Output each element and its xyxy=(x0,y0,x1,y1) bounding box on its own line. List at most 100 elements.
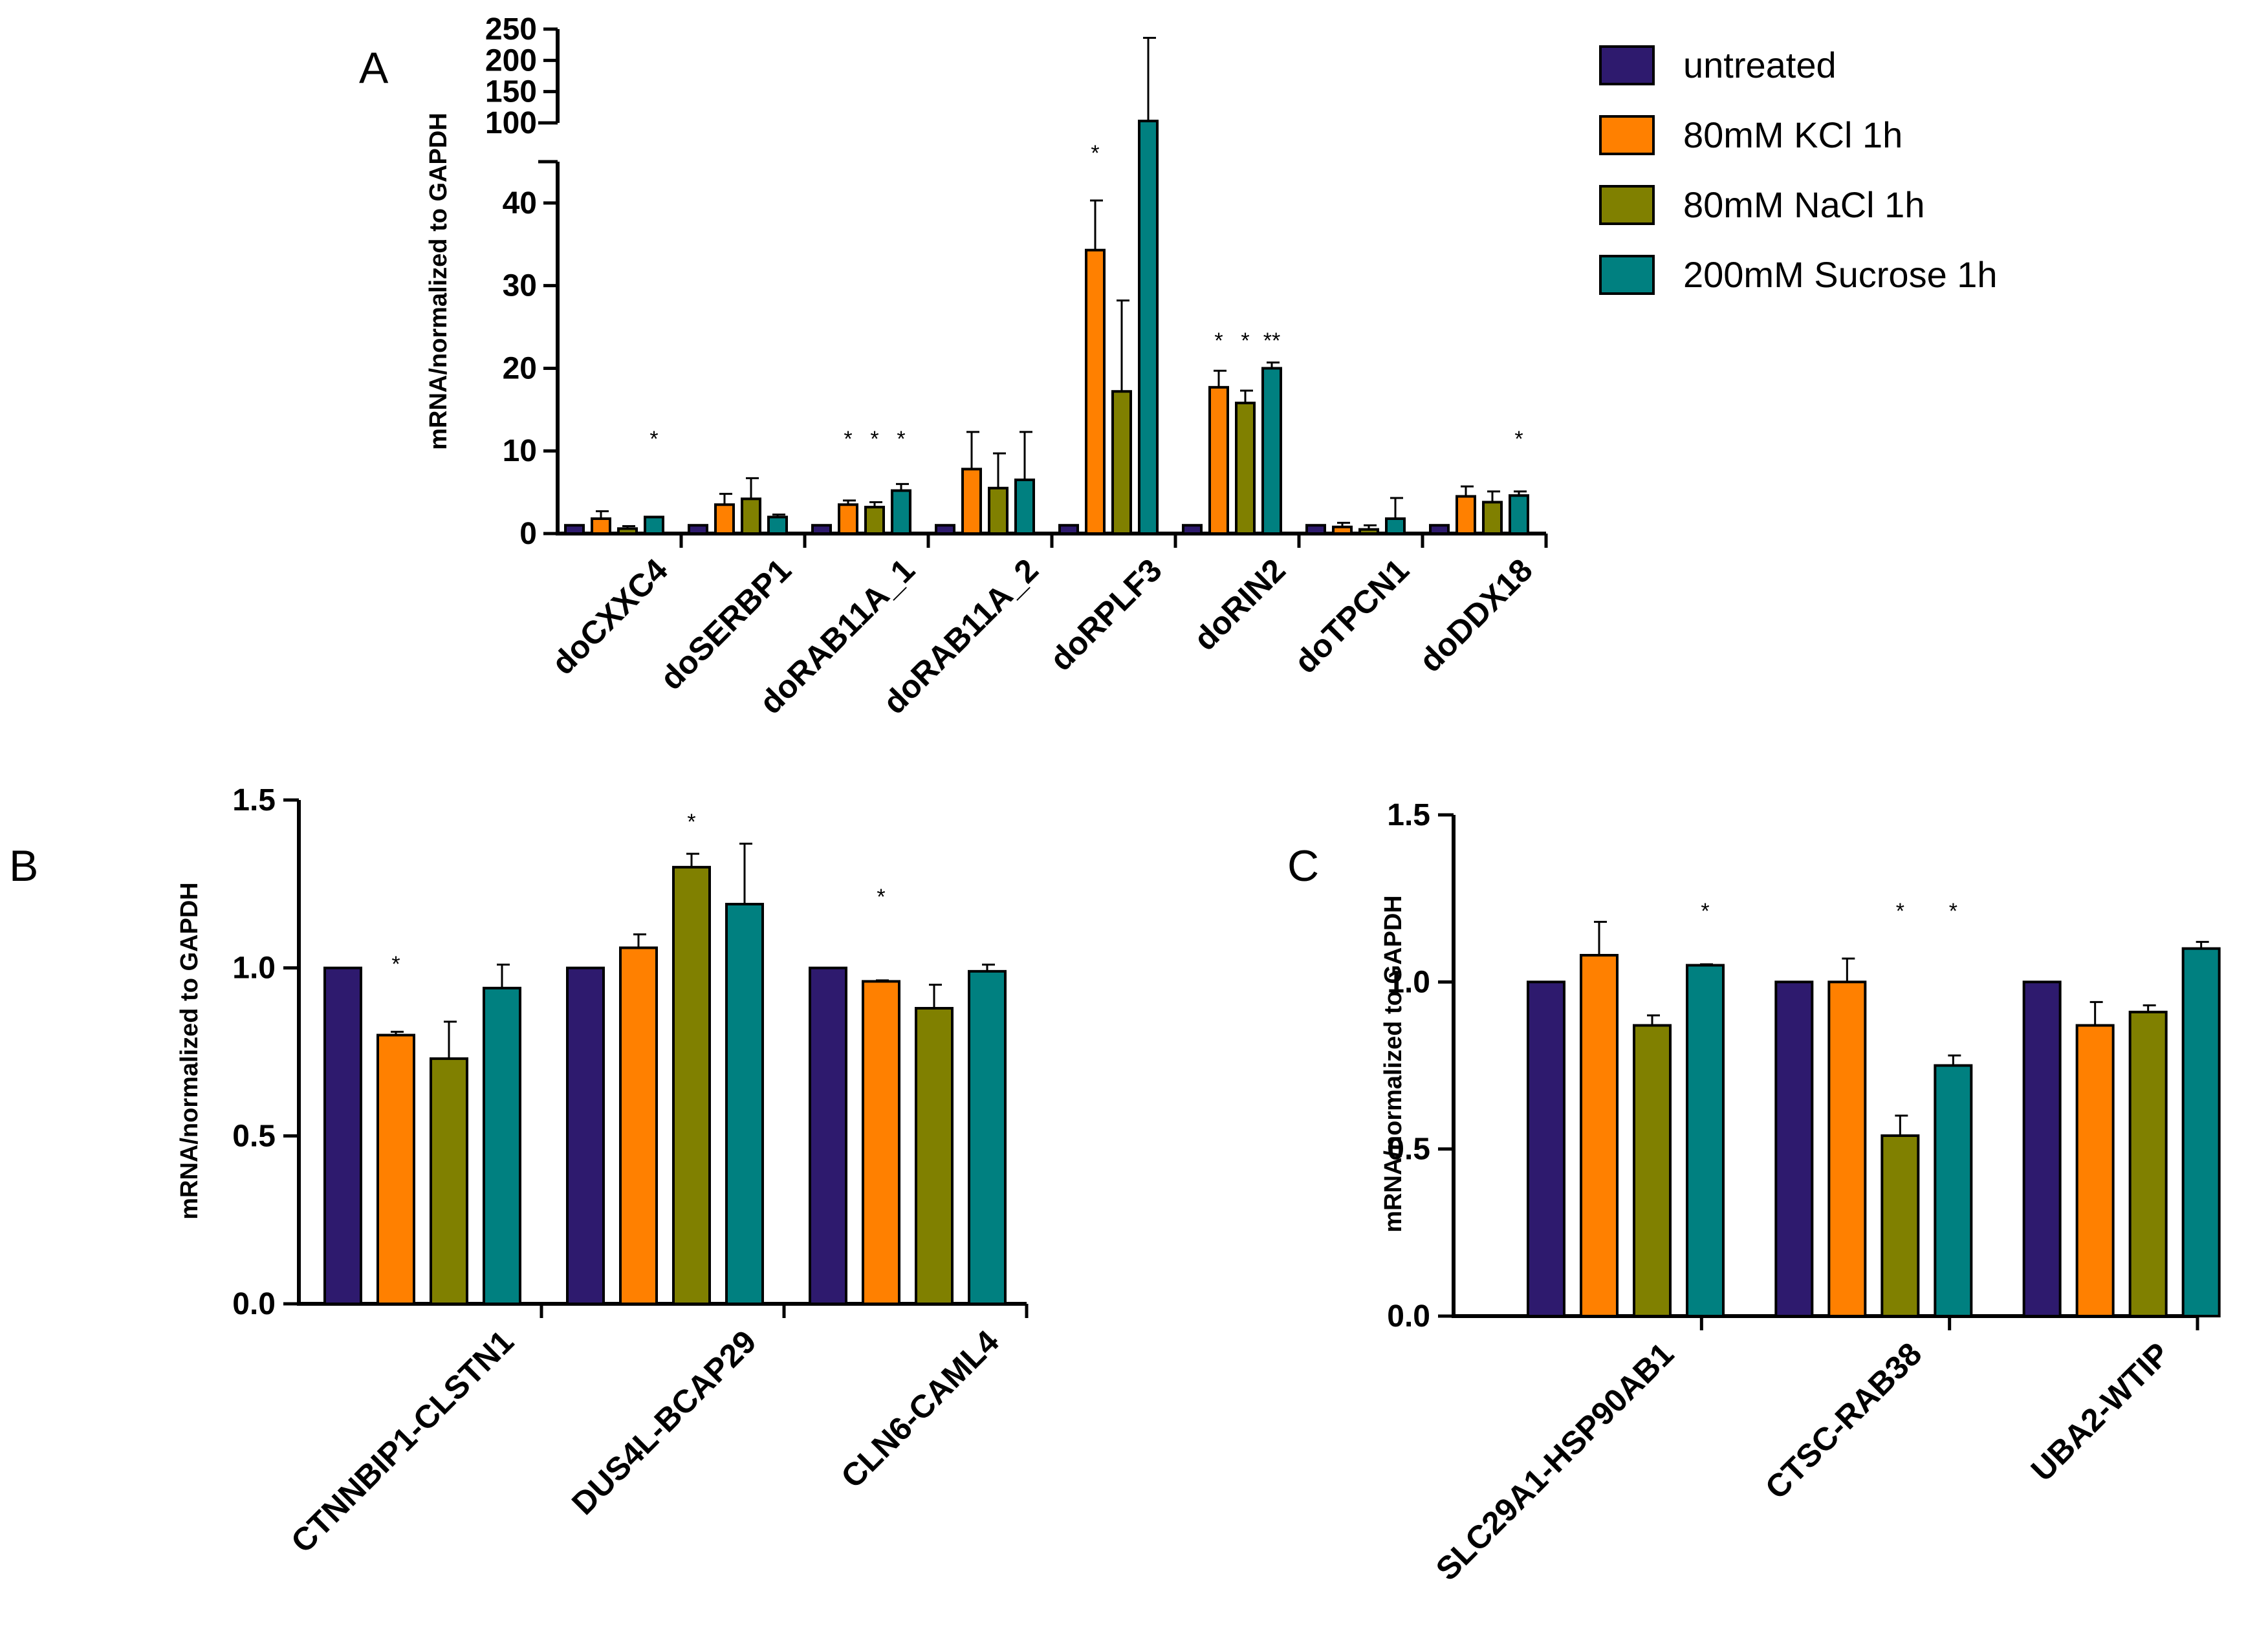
panel-a-bar-doddx18-80mm-nacl-1h xyxy=(1482,501,1503,535)
panel-a-error-bar-dorab11a-2-80mm-kcl-1h xyxy=(966,431,979,470)
panel-a-bar-dorplf3-200mm-sucrose-1h xyxy=(1138,120,1159,535)
panel-a-error-bar-doserbp1-200mm-sucrose-1h xyxy=(772,514,785,517)
panel-a-y-tick-label: 10 xyxy=(503,434,537,468)
panel-a-bar-doserbp1-80mm-kcl-1h xyxy=(714,503,735,535)
panel-b-bar-dus4l-bcap29-untreated xyxy=(566,966,605,1305)
panel-a-bar-dorab11a-1-80mm-kcl-1h xyxy=(838,503,858,535)
panel-a-bar-doddx18-untreated xyxy=(1429,524,1450,535)
panel-b-error-bar-dus4l-bcap29-80mm-kcl-1h xyxy=(633,933,646,948)
panel-a-y-tick-label: 40 xyxy=(503,186,537,221)
panel-a-bar-dorab11a-2-80mm-nacl-1h xyxy=(988,486,1009,535)
panel-a-bar-doserbp1-200mm-sucrose-1h xyxy=(767,515,788,535)
panel-b-error-bar-cln6-caml4-80mm-kcl-1h xyxy=(876,979,889,982)
panel-a-bar-docxxc4-200mm-sucrose-1h xyxy=(644,515,664,535)
panel-a-bar-dorab11a-1-200mm-sucrose-1h xyxy=(891,489,911,535)
legend-label-untreated: untreated xyxy=(1683,45,1837,85)
panel-a-bar-docxxc4-80mm-nacl-1h xyxy=(617,527,638,535)
panel-b-error-bar-dus4l-bcap29-200mm-sucrose-1h xyxy=(739,843,752,904)
panel-b-error-bar-cln6-caml4-80mm-nacl-1h xyxy=(929,984,942,1008)
panel-a-significance-mark-dorab11a-1-200mm-sucrose-1h: * xyxy=(897,427,905,451)
panel-a-error-bar-docxxc4-80mm-kcl-1h xyxy=(596,510,609,519)
panel-c-y-tick-label: 0.5 xyxy=(1387,1132,1430,1167)
panel-c-error-bar-uba2-wtip-80mm-nacl-1h xyxy=(2143,1004,2156,1012)
panel-c-error-bar-uba2-wtip-80mm-kcl-1h xyxy=(2089,1000,2103,1026)
panel-a-bar-dorab11a-2-200mm-sucrose-1h xyxy=(1014,478,1035,535)
legend-swatch-80mm-nacl-1h xyxy=(1599,185,1655,225)
panel-b-chart: B 0.0 0.5 1.0 1.5 mRNA/normalized to GAPDH CT… xyxy=(9,783,1029,1560)
panel-a-error-bar-dorin2-80mm-kcl-1h xyxy=(1214,369,1227,387)
panel-b-bar-dus4l-bcap29-80mm-nacl-1h xyxy=(672,865,711,1306)
panel-a-x-tick-label-dorin2: doRIN2 xyxy=(1186,552,1292,657)
panel-a-significance-mark-dorin2-200mm-sucrose-1h: ** xyxy=(1263,329,1280,353)
panel-b-bar-ctnnbip1-clstn1-200mm-sucrose-1h xyxy=(483,986,521,1305)
panel-b-x-tick-label-ctnnbip1-clstn1: CTNNBIP1-CLSTN1 xyxy=(284,1323,521,1560)
panel-c-bar-slc29a1-hsp90ab1-80mm-kcl-1h xyxy=(1580,954,1619,1317)
panel-a-error-bar-doddx18-80mm-nacl-1h xyxy=(1487,490,1500,503)
panel-a-y-tick-label: 30 xyxy=(503,269,537,303)
panel-a-bar-dotpcn1-untreated xyxy=(1305,524,1326,535)
panel-a-y-axis-label: mRNA/normalized to GAPDH xyxy=(425,113,452,449)
panel-b-x-tick-label-cln6-caml4: CLN6-CAML4 xyxy=(834,1323,1006,1495)
panel-a-significance-mark-dorab11a-1-80mm-nacl-1h: * xyxy=(870,427,878,451)
panel-a-significance-mark-dorab11a-1-80mm-kcl-1h: * xyxy=(844,427,852,451)
panel-a-bar-dotpcn1-200mm-sucrose-1h xyxy=(1385,517,1406,535)
panel-b-bar-cln6-caml4-200mm-sucrose-1h xyxy=(968,969,1007,1305)
panel-a-bar-docxxc4-80mm-kcl-1h xyxy=(591,517,611,535)
legend-label-80mm-kcl-1h: 80mM KCl 1h xyxy=(1683,114,1903,155)
panel-c-x-tick-label-slc29a1-hsp90ab1: SLC29A1-HSP90AB1 xyxy=(1429,1336,1681,1587)
panel-a-x-tick-label-doddx18: doDDX18 xyxy=(1412,552,1540,679)
panel-a-significance-mark-dorin2-80mm-nacl-1h: * xyxy=(1241,329,1249,353)
panel-c-bar-uba2-wtip-80mm-kcl-1h xyxy=(2075,1024,2115,1317)
panel-a-bar-dorplf3-untreated xyxy=(1058,524,1079,535)
panel-a-y-tick-label: 250 xyxy=(485,12,537,47)
panel-a-bar-dotpcn1-80mm-nacl-1h xyxy=(1358,528,1379,535)
panel-b-bar-cln6-caml4-80mm-kcl-1h xyxy=(862,980,900,1305)
panel-b-bar-ctnnbip1-clstn1-80mm-kcl-1h xyxy=(376,1033,415,1305)
panel-a-y-tick-label: 200 xyxy=(485,43,537,78)
panel-b-y-tick-label: 0.5 xyxy=(232,1119,276,1153)
panel-a-error-bar-doserbp1-80mm-kcl-1h xyxy=(719,493,732,505)
panel-a-error-bar-dorab11a-2-200mm-sucrose-1h xyxy=(1020,431,1032,480)
panel-a-letter: A xyxy=(359,43,389,92)
panel-b-y-axis-label: mRNA/normalized to GAPDH xyxy=(176,882,203,1219)
panel-a-error-bar-dorplf3-80mm-nacl-1h xyxy=(1117,299,1129,392)
panel-a-error-bar-dorplf3-80mm-kcl-1h xyxy=(1090,199,1103,250)
panel-c-bar-ctsc-rab38-80mm-kcl-1h xyxy=(1827,980,1867,1318)
panel-a-error-bar-dorab11a-2-80mm-nacl-1h xyxy=(993,452,1006,488)
panel-a-x-tick-label-dorplf3: doRPLF3 xyxy=(1043,552,1169,678)
panel-b-bar-cln6-caml4-80mm-nacl-1h xyxy=(915,1006,954,1306)
panel-c-bar-slc29a1-hsp90ab1-200mm-sucrose-1h xyxy=(1686,964,1725,1317)
panel-a-error-bar-dorab11a-1-80mm-nacl-1h xyxy=(869,501,882,508)
panel-a-error-bar-dotpcn1-80mm-nacl-1h xyxy=(1364,524,1377,530)
panel-a-significance-mark-dorin2-80mm-kcl-1h: * xyxy=(1214,329,1223,353)
legend-label-200mm-sucrose-1h: 200mM Sucrose 1h xyxy=(1683,254,1998,295)
panel-c-letter: C xyxy=(1287,841,1319,891)
panel-b-significance-mark-ctnnbip1-clstn1-80mm-kcl-1h: * xyxy=(391,952,400,977)
panel-a-error-bar-doserbp1-80mm-nacl-1h xyxy=(746,477,759,499)
panel-a-y-tick-label: 150 xyxy=(485,75,537,109)
panel-a-error-bar-dotpcn1-80mm-kcl-1h xyxy=(1337,521,1350,527)
panel-a-error-bar-dorplf3-200mm-sucrose-1h xyxy=(1143,37,1156,122)
panel-a-bar-dorin2-80mm-nacl-1h xyxy=(1235,402,1256,535)
panel-c-x-tick-label-uba2-wtip: UBA2-WTIP xyxy=(2024,1336,2177,1488)
panel-b-error-bar-ctnnbip1-clstn1-80mm-nacl-1h xyxy=(444,1021,457,1059)
panel-b-letter: B xyxy=(9,841,38,891)
panel-c-bar-ctsc-rab38-80mm-nacl-1h xyxy=(1881,1134,1920,1317)
panel-a-error-bar-dorin2-200mm-sucrose-1h xyxy=(1267,362,1280,369)
panel-c-chart: C 0.0 0.5 1.0 1.5 mRNA/normalized to GAPDH SL… xyxy=(1287,798,2221,1588)
panel-a-bar-dorab11a-1-untreated xyxy=(811,524,832,535)
panel-a-bar-dorab11a-1-80mm-nacl-1h xyxy=(864,506,885,535)
panel-a-bar-docxxc4-untreated xyxy=(564,524,585,535)
panel-a-significance-mark-docxxc4-200mm-sucrose-1h: * xyxy=(649,427,658,451)
panel-a-x-tick-label-docxxc4: doCXXC4 xyxy=(545,552,675,682)
panel-a-bar-dorin2-untreated xyxy=(1182,524,1203,535)
panel-a-bar-dorin2-80mm-kcl-1h xyxy=(1208,385,1229,535)
panel-a-bar-doserbp1-untreated xyxy=(688,524,708,535)
panel-b-bar-ctnnbip1-clstn1-80mm-nacl-1h xyxy=(430,1057,468,1306)
panel-c-bar-ctsc-rab38-200mm-sucrose-1h xyxy=(1934,1064,1973,1317)
panel-c-error-bar-slc29a1-hsp90ab1-80mm-kcl-1h xyxy=(1594,920,1607,955)
panel-a-significance-mark-doddx18-200mm-sucrose-1h: * xyxy=(1514,427,1523,451)
panel-c-significance-mark-slc29a1-hsp90ab1-200mm-sucrose-1h: * xyxy=(1701,899,1709,924)
panel-a-error-bar-doddx18-80mm-kcl-1h xyxy=(1461,485,1474,497)
